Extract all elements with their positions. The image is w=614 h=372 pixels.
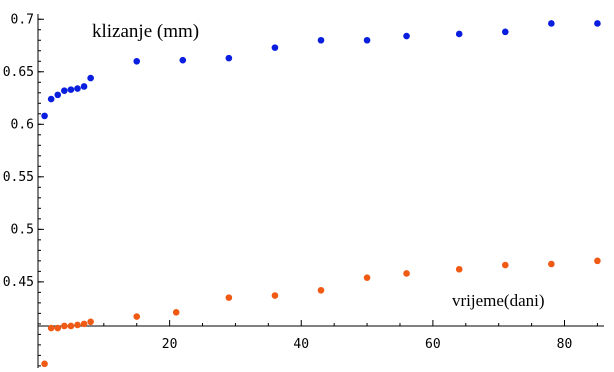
x-tick-label: 60 <box>425 337 441 352</box>
x-tick-label: 20 <box>162 337 178 352</box>
data-point-series-2 <box>80 320 88 328</box>
data-point-series-2 <box>67 322 75 330</box>
data-point-series-2 <box>172 309 180 316</box>
y-tick-label: 0.55 <box>3 170 34 185</box>
data-point-series-2 <box>501 261 509 269</box>
data-point-series-1 <box>594 20 601 27</box>
data-point-series-1 <box>67 86 75 93</box>
y-tick-label: 0.6 <box>11 117 34 132</box>
data-point-series-2 <box>594 257 601 265</box>
data-point-series-1 <box>87 74 94 82</box>
data-point-series-1 <box>133 57 141 65</box>
x-tick-label: 40 <box>293 337 309 352</box>
data-point-series-2 <box>54 324 62 332</box>
data-point-series-1 <box>455 30 463 38</box>
data-point-series-1 <box>47 95 55 103</box>
data-point-series-1 <box>501 28 509 36</box>
y-tick-label: 0.7 <box>11 12 34 27</box>
data-point-series-1 <box>74 85 81 92</box>
ticks: 0.45 0.5 0.55 0.6 0.65 0.7 20 40 60 80 <box>3 12 598 367</box>
data-points <box>41 20 601 368</box>
data-point-series-1 <box>271 44 279 51</box>
data-point-series-2 <box>455 265 463 273</box>
data-point-series-2 <box>41 360 48 368</box>
data-point-series-2 <box>271 292 279 299</box>
data-point-series-2 <box>403 270 410 277</box>
data-point-series-1 <box>54 91 62 99</box>
data-point-series-1 <box>403 32 410 40</box>
data-point-series-1 <box>61 87 68 94</box>
y-axis-title: klizanje (mm) <box>92 21 199 42</box>
data-point-series-1 <box>225 54 233 62</box>
data-point-series-2 <box>87 318 94 326</box>
data-point-series-1 <box>317 36 325 44</box>
data-point-series-2 <box>548 260 555 268</box>
data-point-series-1 <box>548 20 555 27</box>
x-axis-title: vrijeme(dani) <box>452 291 545 310</box>
data-point-series-1 <box>41 112 48 120</box>
axes <box>37 14 604 368</box>
data-point-series-2 <box>225 294 233 301</box>
data-point-series-2 <box>74 321 81 329</box>
data-point-series-2 <box>133 313 141 320</box>
y-tick-label: 0.5 <box>11 222 34 237</box>
data-point-series-1 <box>363 36 371 44</box>
data-point-series-2 <box>61 322 68 330</box>
data-point-series-1 <box>179 56 187 64</box>
data-point-series-1 <box>80 83 88 90</box>
x-tick-label: 80 <box>557 337 573 352</box>
y-tick-label: 0.45 <box>3 275 34 290</box>
y-tick-label: 0.65 <box>3 65 34 80</box>
data-point-series-2 <box>363 274 371 281</box>
data-point-series-2 <box>317 286 325 294</box>
data-point-series-2 <box>47 324 55 332</box>
